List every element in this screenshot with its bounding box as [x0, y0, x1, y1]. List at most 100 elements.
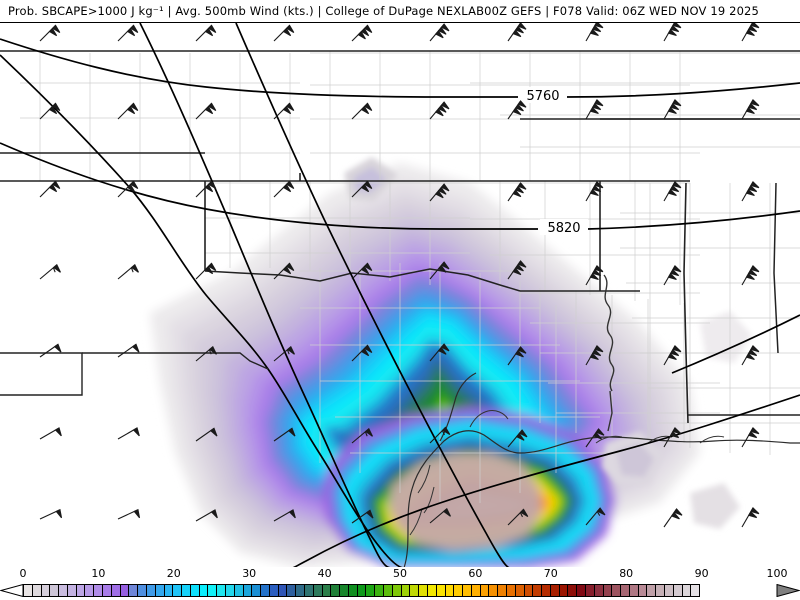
map-panel[interactable]: 5760 5820 [0, 22, 800, 569]
wind-barb [507, 429, 528, 448]
wind-barb [351, 180, 373, 198]
colorbar-tick-label: 10 [91, 567, 106, 580]
colorbar-tick-label: 0 [19, 567, 27, 580]
wind-barb [507, 346, 527, 366]
wind-barb [351, 24, 373, 42]
wind-barb [117, 508, 141, 520]
wind-barb [741, 23, 760, 42]
coastline-layer [403, 372, 800, 568]
wind-barb [117, 180, 139, 198]
wind-barb [663, 23, 682, 42]
colorbar-panel: 0 10 20 30 40 50 60 70 80 90 100 [0, 567, 800, 600]
wind-barb [195, 509, 218, 522]
wind-barb [273, 102, 295, 120]
wind-barb-layer [39, 23, 760, 528]
wind-barb [429, 101, 450, 120]
contour-label-bg-5820 [540, 219, 588, 235]
wind-barb [585, 345, 604, 366]
wind-barb [351, 509, 374, 524]
colorbar-tick-label: 90 [694, 567, 709, 580]
wind-barb [117, 427, 140, 440]
state-line-mississippi-river [603, 274, 615, 392]
contour-line-mid-trough [235, 23, 511, 568]
wind-barb [741, 99, 760, 120]
probability-shading-layer [150, 163, 700, 568]
page-title: Prob. SBCAPE>1000 J kg⁻¹ | Avg. 500mb Wi… [8, 4, 759, 18]
blob-gulf-east-inner [616, 443, 654, 477]
wind-barb [429, 23, 450, 42]
border-mexico-state [0, 352, 83, 396]
state-line-ms-al [683, 182, 689, 424]
wind-barb [585, 428, 605, 448]
colorbar-tick-label: 80 [619, 567, 634, 580]
wind-barb [273, 345, 295, 362]
wind-barb [273, 427, 296, 442]
wind-barb [39, 180, 61, 198]
colorbar-tick-labels: 0 10 20 30 40 50 60 70 80 90 100 [0, 567, 800, 582]
wind-barb [273, 509, 296, 522]
wind-barb [741, 265, 760, 286]
colorbar-tick-label: 30 [242, 567, 257, 580]
state-line-la-ms-south [607, 390, 613, 432]
state-line-tx-panhandle-west [204, 173, 301, 271]
wind-barb [39, 24, 61, 42]
wind-barb [585, 265, 604, 286]
colorbar-min-arrow [0, 584, 24, 597]
wind-barb [507, 100, 527, 120]
contour-line-east-short [671, 314, 800, 374]
contour-line-5820 [0, 142, 800, 230]
secondary-shading [344, 157, 752, 529]
wind-barb [117, 102, 139, 120]
wind-barb [39, 343, 62, 358]
wind-barb [507, 23, 527, 42]
coastline-barrier-islands [409, 464, 435, 536]
wind-barb [117, 263, 139, 280]
map-canvas[interactable]: 5760 5820 [0, 23, 800, 568]
wind-barb [741, 345, 760, 366]
wind-barb [273, 24, 295, 42]
wind-barb [39, 508, 63, 520]
wind-barb [741, 427, 760, 448]
wind-barb [429, 183, 450, 202]
contour-label-bg-5760 [519, 87, 567, 103]
wind-barb [507, 260, 527, 280]
contour-label-group: 5760 5820 [519, 87, 588, 236]
wind-barb [585, 99, 604, 120]
wind-barb [351, 102, 373, 120]
wind-barb [195, 427, 218, 442]
wind-barb [195, 180, 217, 198]
coastline-galveston [469, 410, 509, 428]
wind-barb [39, 102, 61, 120]
height-contour-layer [0, 23, 800, 568]
wind-barb [195, 24, 217, 42]
wind-barb [429, 343, 450, 362]
contour-line-gulf-ridge [291, 394, 800, 568]
wind-barb [585, 181, 604, 202]
colorbar-swatches[interactable] [23, 584, 777, 597]
wind-barb [507, 508, 529, 526]
state-boundaries-layer [0, 50, 800, 432]
colorbar-tick-label: 100 [766, 567, 788, 580]
contour-line-west-trough [139, 23, 393, 568]
wind-barb [195, 102, 217, 120]
colorbar-tick-label: 40 [317, 567, 332, 580]
colorbar-tick-label: 60 [468, 567, 483, 580]
wind-barb [39, 263, 61, 280]
wind-barb [741, 507, 760, 528]
wind-barb [351, 262, 373, 280]
blob-gulf-far-east [690, 483, 740, 529]
contour-label-5760: 5760 [526, 89, 559, 104]
wind-barb [429, 261, 450, 280]
wind-barb [663, 181, 682, 202]
colorbar-tick-label: 70 [543, 567, 558, 580]
wind-barb [741, 181, 760, 202]
wind-barb [195, 262, 217, 280]
state-line-red-river [204, 268, 521, 292]
wind-barb [351, 344, 373, 362]
wind-barb [273, 262, 295, 280]
wind-barb [39, 427, 62, 440]
wind-barb [429, 426, 451, 444]
wind-barb [273, 180, 295, 198]
wind-barb [663, 265, 682, 286]
